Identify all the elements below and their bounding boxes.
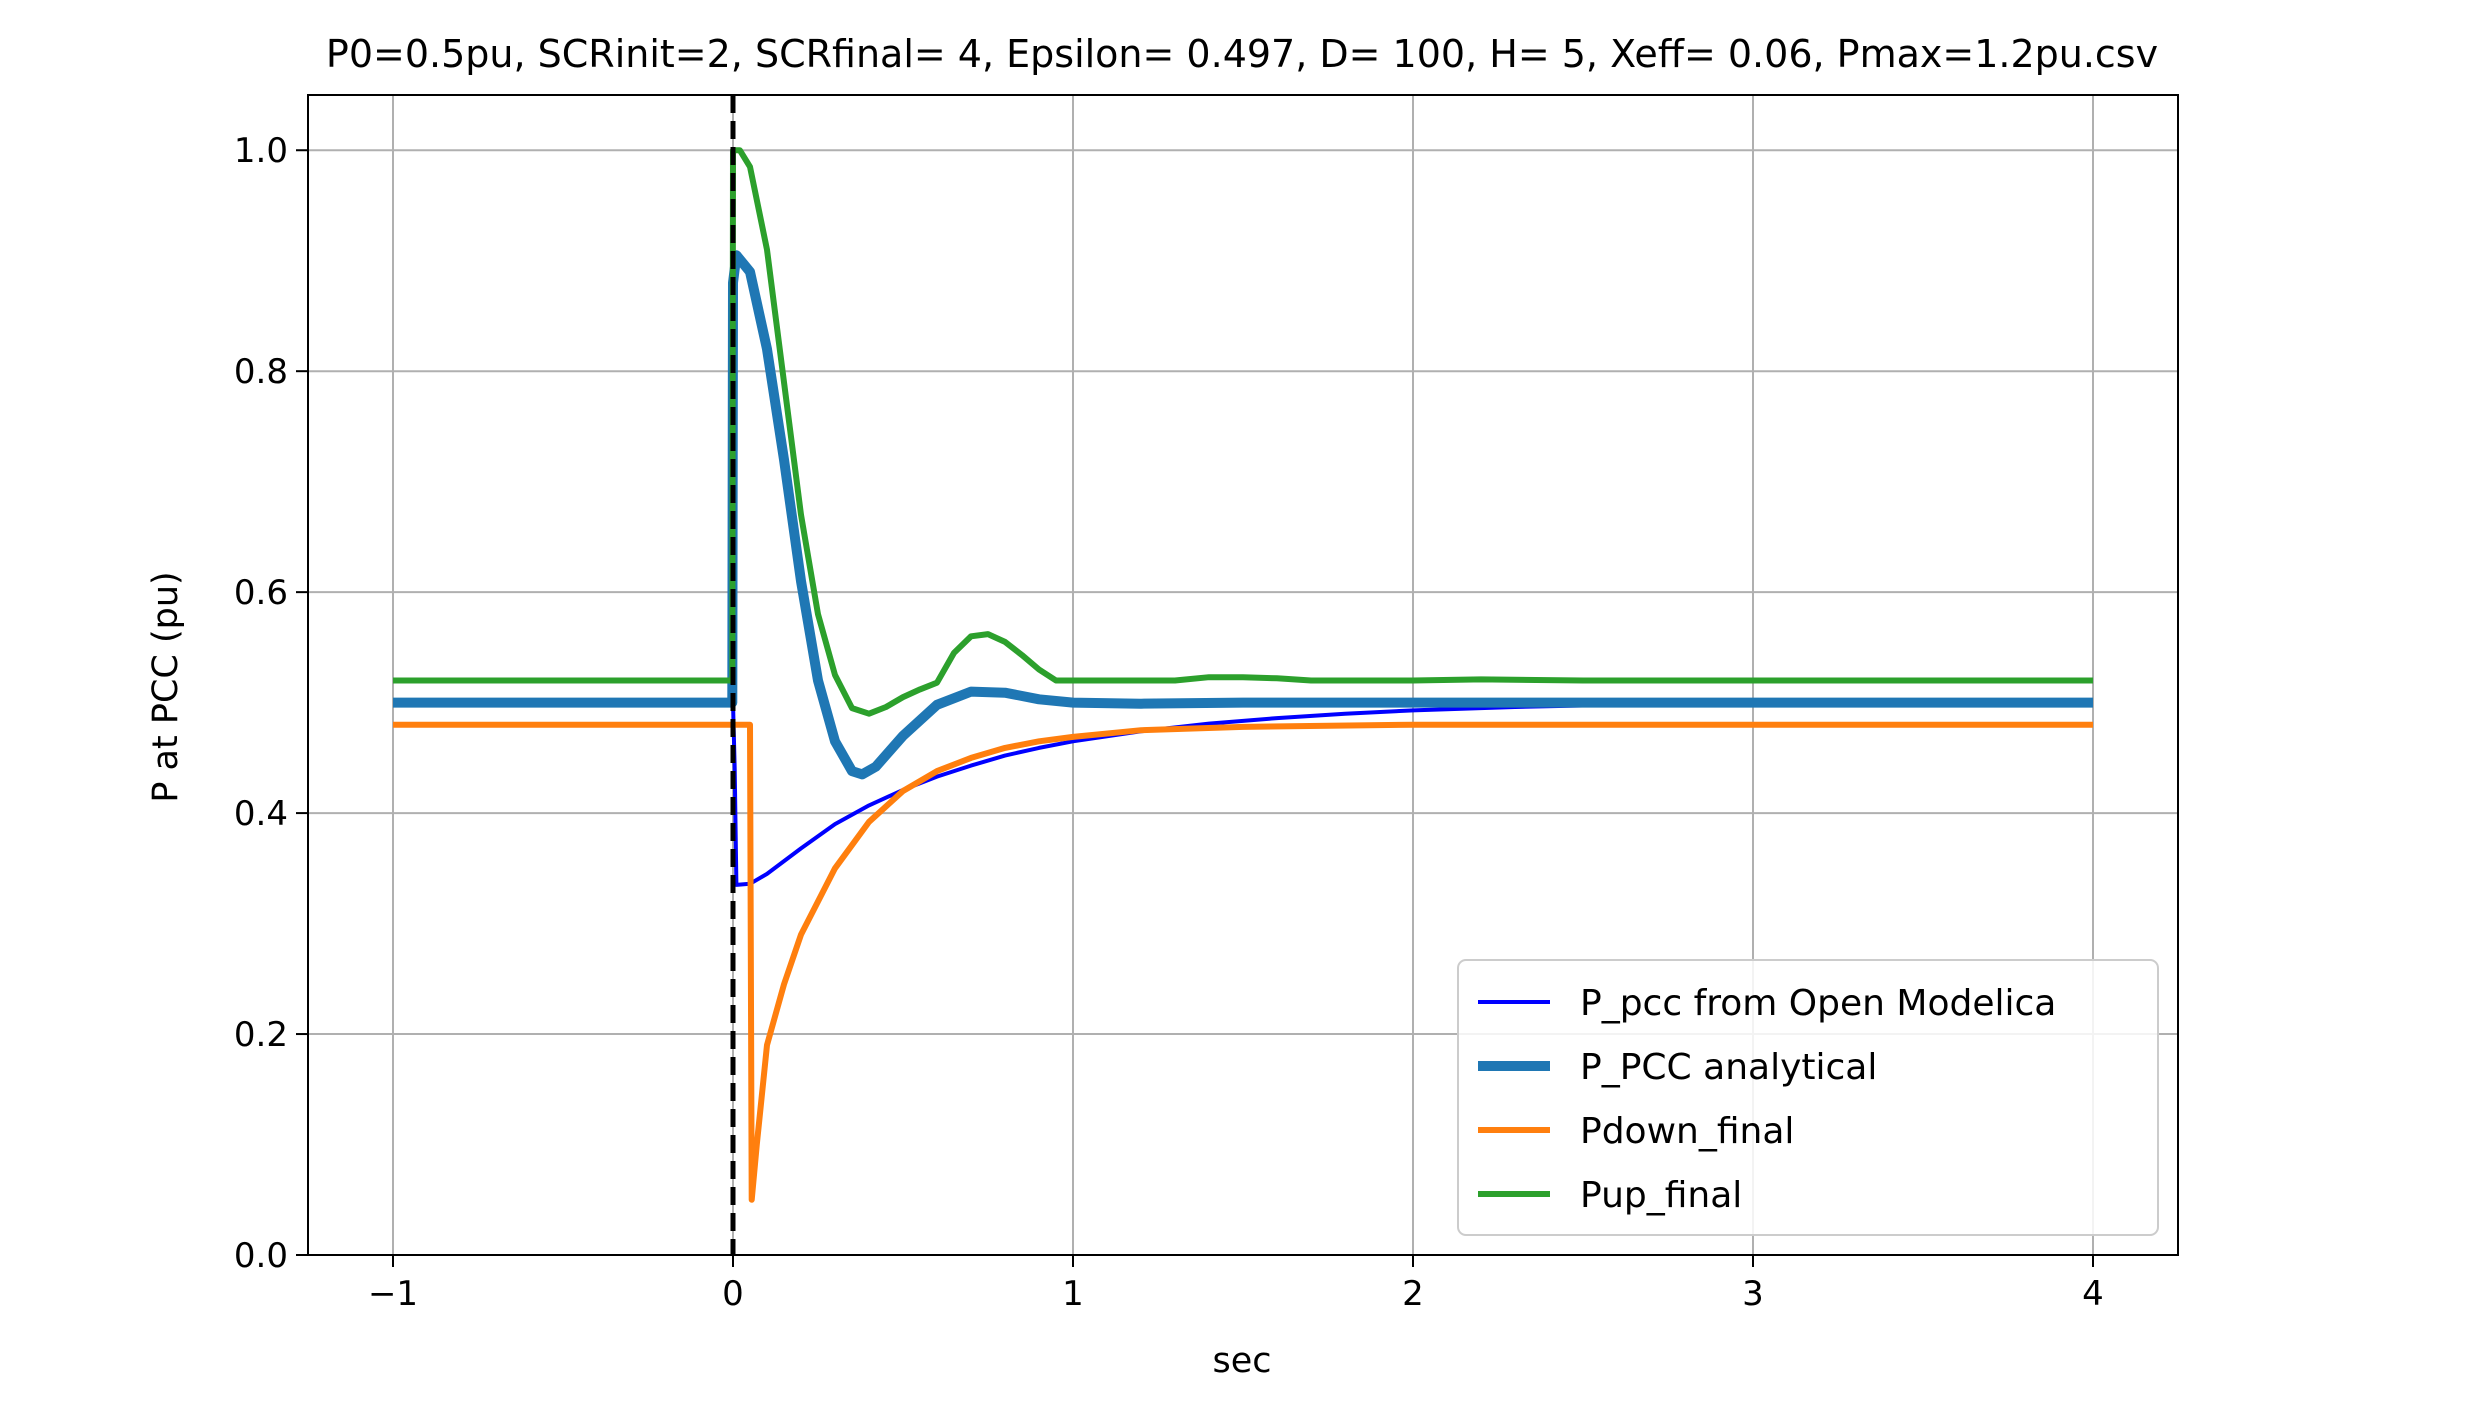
series-line-4 (393, 147, 2093, 717)
y-tick-label: 1.0 (234, 131, 288, 171)
axis-ticks: −1 0 1 2 3 4 0.0 0.2 0.4 0.6 0.8 1.0 (234, 131, 2104, 1314)
plot-frame (307, 94, 2179, 1256)
x-tick-label: 3 (1742, 1274, 1764, 1314)
legend-label-3: Pdown_final (1580, 1111, 1794, 1152)
y-tick-label: 0.6 (234, 573, 288, 613)
series-line-3 (393, 721, 2093, 1203)
y-tick-label: 0.4 (234, 794, 288, 834)
x-tick-label: 2 (1402, 1274, 1424, 1314)
legend-label-1: P_pcc from Open Modelica (1580, 983, 2056, 1024)
x-tick-label: −1 (368, 1274, 418, 1314)
legend-label-4: Pup_final (1580, 1175, 1742, 1216)
series-line-2 (393, 250, 2093, 780)
y-tick-label: 0.2 (234, 1015, 288, 1055)
legend-label-2: P_PCC analytical (1580, 1047, 1877, 1088)
legend-box (1457, 959, 2159, 1236)
legend: P_pcc from Open Modelica P_PCC analytical… (1457, 959, 2159, 1236)
x-tick-label: 0 (722, 1274, 744, 1314)
x-tick-label: 1 (1062, 1274, 1084, 1314)
y-axis-label: P at PCC (pu) (146, 571, 186, 802)
x-axis-label: sec (1212, 1341, 1271, 1381)
x-tick-label: 4 (2082, 1274, 2104, 1314)
series-layer (393, 147, 2093, 1203)
y-tick-label: 0.8 (234, 352, 288, 392)
y-tick-label: 0.0 (234, 1236, 288, 1276)
chart-title: P0=0.5pu, SCRinit=2, SCRfinal= 4, Epsilo… (326, 32, 2158, 76)
